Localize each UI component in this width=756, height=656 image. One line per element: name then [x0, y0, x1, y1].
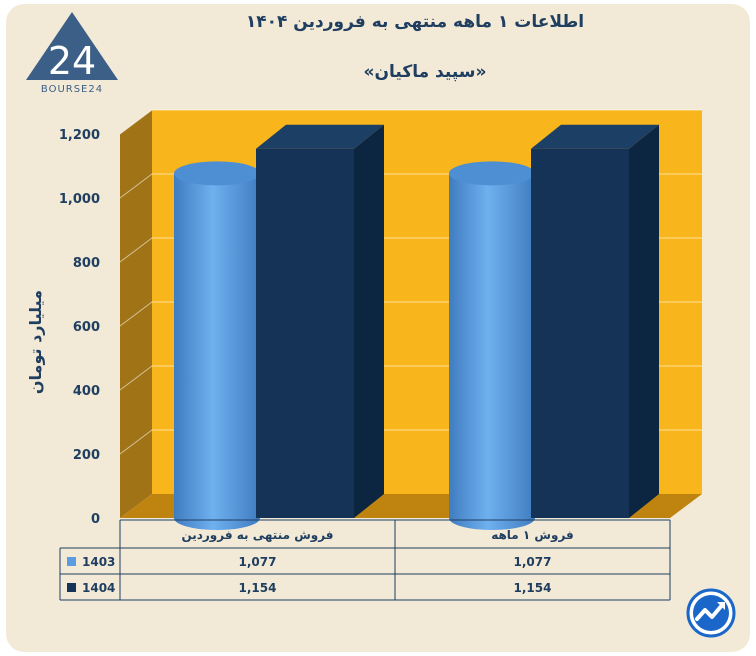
bar-1403-top — [174, 161, 260, 186]
bar-1404-top — [256, 124, 384, 149]
y-tick-label: 800 — [73, 256, 100, 271]
chart-subtitle: «سپید ماکیان» — [363, 62, 487, 82]
bar-1403-body — [174, 173, 260, 531]
logo-text: BOURSE24 — [40, 84, 104, 95]
bar-1404-front — [531, 148, 629, 518]
data-table: فروش منتهی به فروردین فروش ۱ ماهه 1403 1,07… — [59, 519, 671, 601]
legend-label: 1404 — [82, 581, 115, 595]
legend-swatch — [67, 557, 76, 566]
logo-mark: 24 — [48, 39, 96, 83]
bar-1404-front — [256, 148, 354, 518]
data-label: 1,077 — [239, 555, 277, 569]
bar-1403-top — [449, 161, 535, 186]
y-tick-label: 0 — [91, 512, 100, 527]
data-label: 1,154 — [239, 581, 277, 595]
legend-swatch — [67, 583, 76, 592]
chart-title: اطلاعات ۱ ماهه منتهی به فروردین ۱۴۰۴ — [245, 12, 585, 32]
y-ticks: 0 200 400 600 800 1,000 1,200 — [59, 128, 100, 527]
trend-badge-icon — [686, 588, 736, 638]
gridline — [119, 109, 702, 135]
bar-1404-side — [354, 124, 384, 518]
bar-1404-side — [629, 124, 659, 518]
bourse24-logo: 24 — [22, 8, 122, 88]
legend-label: 1403 — [82, 555, 115, 569]
category-label: فروش ۱ ماهه — [491, 528, 574, 543]
y-tick-label: 1,000 — [59, 192, 100, 207]
y-tick-label: 600 — [73, 320, 100, 335]
y-tick-label: 1,200 — [59, 128, 100, 143]
bar-1404-top — [531, 124, 659, 149]
y-tick-label: 200 — [73, 448, 100, 463]
bars — [174, 124, 659, 531]
data-label: 1,154 — [514, 581, 552, 595]
category-label: فروش منتهی به فروردین — [181, 528, 333, 543]
bar-1403-body — [449, 173, 535, 531]
y-tick-label: 400 — [73, 384, 100, 399]
data-label: 1,077 — [514, 555, 552, 569]
